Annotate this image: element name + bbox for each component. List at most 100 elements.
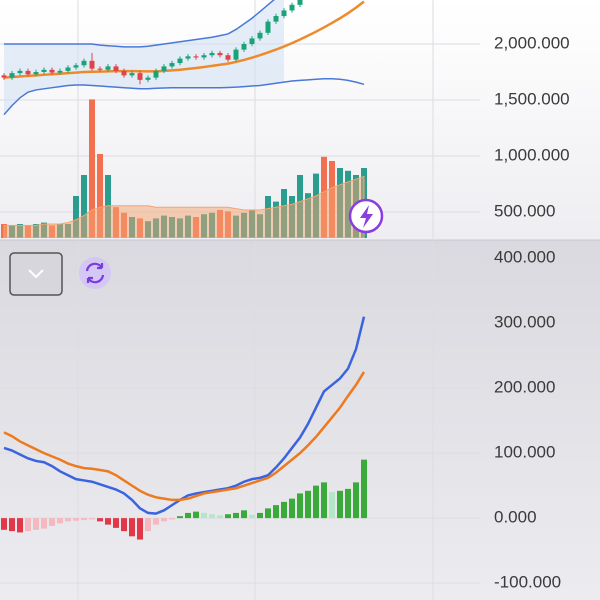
macd-bar — [121, 518, 127, 532]
macd-bar — [81, 518, 87, 521]
macd-bar — [233, 512, 239, 519]
macd-bar — [201, 512, 207, 519]
volume-bar — [73, 196, 79, 238]
y-tick-label: 1,500.000 — [494, 89, 570, 108]
macd-bar — [137, 518, 143, 540]
volume-bar — [97, 154, 103, 238]
refresh-bg[interactable] — [79, 257, 111, 289]
candle-body — [145, 77, 151, 80]
candle-body — [225, 55, 231, 60]
candle-body — [1, 75, 7, 78]
macd-bar — [297, 493, 303, 519]
macd-bar — [49, 518, 55, 526]
macd-bar — [273, 505, 279, 519]
macd-bar — [257, 512, 263, 519]
macd-bar — [25, 518, 31, 532]
macd-bar — [321, 482, 327, 519]
macd-bar — [169, 518, 175, 520]
macd-bar — [97, 518, 103, 522]
candle-body — [105, 66, 111, 70]
candle-body — [273, 16, 279, 22]
y-tick-label: 0.000 — [494, 508, 537, 527]
candle-body — [33, 72, 39, 75]
candle-body — [201, 55, 207, 58]
y-tick-label: 500.000 — [494, 201, 555, 220]
macd-bar — [113, 518, 119, 528]
macd-bar — [289, 498, 295, 519]
volume-bar — [81, 175, 87, 238]
candle-body — [49, 69, 55, 73]
macd-bar — [249, 514, 255, 519]
macd-bar — [265, 508, 271, 519]
macd-bar — [225, 514, 231, 519]
macd-bar — [73, 518, 79, 521]
candle-body — [41, 69, 47, 73]
candle-body — [265, 21, 271, 33]
macd-bar — [329, 492, 335, 519]
candle-body — [9, 73, 15, 78]
macd-bar — [217, 515, 223, 519]
macd-line — [3, 316, 366, 515]
y-tick-label: 1,000.000 — [494, 145, 570, 164]
macd-plot — [0, 257, 480, 584]
lightning-icon — [360, 205, 373, 228]
macd-bar — [177, 516, 183, 519]
candle-body — [113, 66, 119, 71]
macd-bar — [145, 518, 151, 532]
indicator-line — [4, 0, 275, 48]
candle-body — [25, 70, 31, 75]
candle-body — [241, 44, 247, 50]
candle-body — [169, 63, 175, 67]
y-tick-label: 2,000.000 — [494, 33, 570, 52]
refresh-button[interactable] — [79, 257, 111, 289]
candle-body — [73, 65, 79, 68]
candle-body — [153, 70, 159, 78]
macd-bar — [1, 518, 7, 530]
macd-bar — [65, 518, 71, 522]
macd-bar — [209, 514, 215, 519]
y-tick-label: -100.000 — [494, 573, 561, 592]
macd-bar — [57, 518, 63, 524]
macd-bar — [105, 518, 111, 525]
candle-body — [249, 38, 255, 45]
candle-body — [185, 56, 191, 59]
y-tick-label: 200.000 — [494, 378, 555, 397]
lightning-button[interactable] — [348, 198, 384, 234]
candle-body — [289, 4, 295, 11]
interval-dropdown[interactable] — [9, 252, 63, 296]
candle-body — [177, 58, 183, 64]
candle-body — [57, 70, 63, 73]
macd-bar — [153, 518, 159, 525]
price-plot — [0, 0, 480, 238]
macd-bar — [41, 518, 47, 529]
chevron-icon — [28, 269, 44, 279]
candle-body — [233, 49, 239, 60]
candle-body — [121, 70, 127, 76]
y-tick-label: 100.000 — [494, 443, 555, 462]
macd-panel — [0, 240, 600, 600]
indicator-line — [3, 0, 365, 79]
macd-bar — [281, 501, 287, 519]
band-fill — [4, 0, 284, 115]
candle-body — [81, 60, 87, 66]
candle-body — [17, 70, 23, 74]
volume-ma-area — [3, 175, 365, 238]
volume-bar — [89, 99, 95, 238]
macd-bar — [193, 511, 199, 519]
macd-bar — [9, 518, 15, 532]
y-tick-label: 300.000 — [494, 313, 555, 332]
dropdown-button[interactable] — [9, 252, 63, 296]
candle-body — [65, 67, 71, 71]
macd-bar — [345, 488, 351, 519]
macd-bar — [305, 490, 311, 519]
macd-bar — [185, 512, 191, 519]
macd-bar — [33, 518, 39, 530]
candle-body — [89, 60, 95, 69]
candle-body — [193, 56, 199, 58]
refresh-icon — [85, 262, 105, 284]
macd-bar — [313, 485, 319, 519]
macd-bar — [129, 518, 135, 537]
macd-line — [3, 371, 366, 502]
